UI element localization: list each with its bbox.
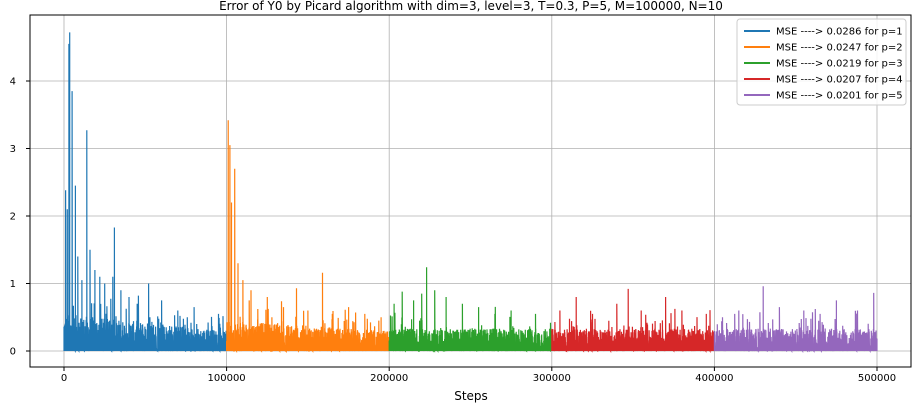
y-tick-label-0: 0 [10, 347, 16, 358]
plot-area: 0 100000 200000 300000 400000 500000 0 1 2 3 4 MSE … [10, 14, 912, 384]
legend-label-2: MSE ----> 0.0247 for p=2 [776, 43, 903, 54]
x-axis-label: Steps [454, 389, 488, 403]
x-tick-label-5: 500000 [858, 373, 896, 384]
legend-label-5: MSE ----> 0.0201 for p=5 [776, 91, 903, 102]
x-tick-label-2: 200000 [370, 373, 408, 384]
x-tick-label-3: 300000 [533, 373, 571, 384]
y-tick-label-1: 1 [10, 279, 16, 290]
legend-label-4: MSE ----> 0.0207 for p=4 [776, 75, 903, 86]
chart-title: Error of Y0 by Picard algorithm with dim… [219, 0, 723, 13]
legend: MSE ----> 0.0286 for p=1 MSE ----> 0.0247… [736, 18, 907, 106]
y-tick-label-3: 3 [10, 144, 16, 155]
series-line-3 [388, 267, 553, 353]
legend-box [736, 18, 907, 106]
legend-label-1: MSE ----> 0.0286 for p=1 [776, 27, 903, 38]
x-tick-label-4: 400000 [695, 373, 733, 384]
x-tick-label-0: 0 [61, 373, 67, 384]
legend-label-3: MSE ----> 0.0219 for p=3 [776, 59, 903, 70]
y-tick-label-4: 4 [10, 77, 16, 88]
series-line-1 [63, 32, 228, 354]
series-line-2 [226, 120, 390, 354]
x-tick-label-1: 100000 [208, 373, 246, 384]
y-tick-label-2: 2 [10, 212, 16, 223]
series-line-5 [713, 286, 878, 354]
series-line-4 [551, 288, 715, 354]
plot-frame [29, 14, 912, 368]
